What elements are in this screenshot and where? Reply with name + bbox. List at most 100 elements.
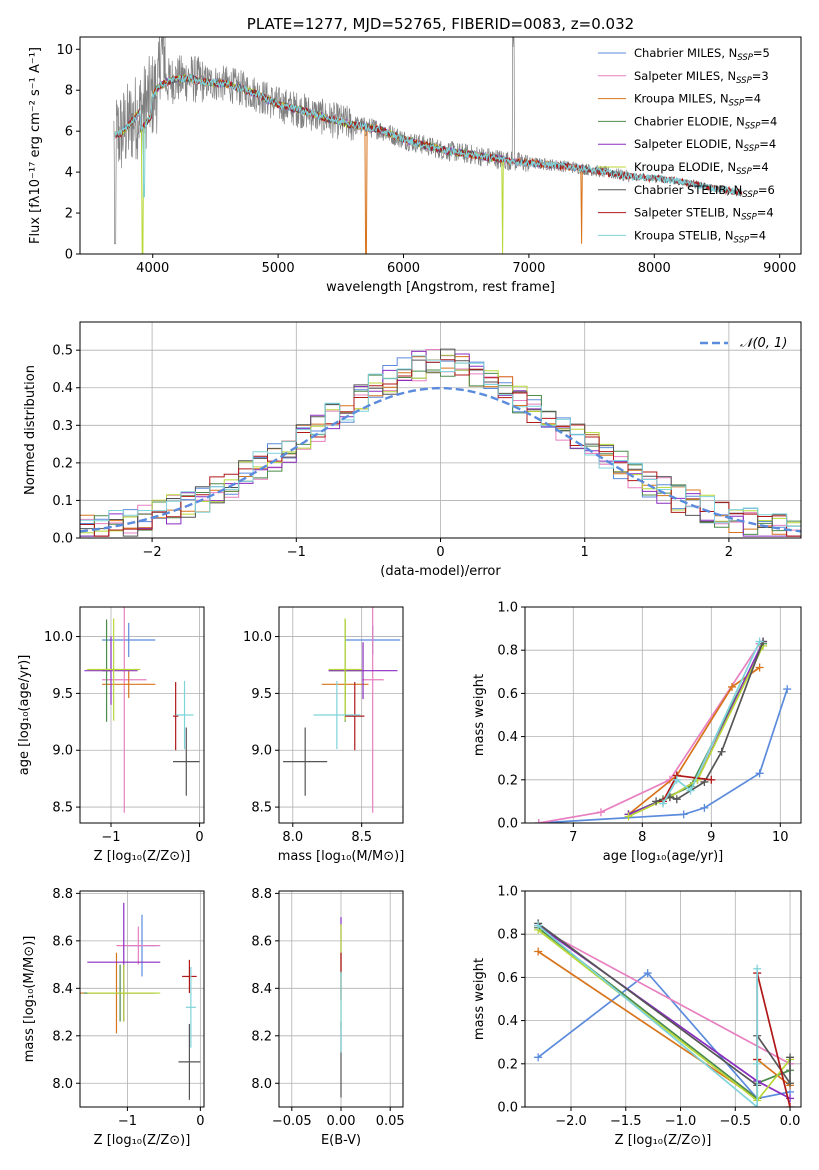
series-marker — [755, 769, 764, 778]
legend-label: Chabrier STELIB, NSSP=6 — [634, 183, 775, 200]
series-path — [537, 924, 759, 1107]
x-tick-label: 7 — [569, 830, 577, 845]
spectrum-plot — [113, 37, 743, 254]
age-vs-mass-axes: 8.0 8.5 8.5 9.0 9.5 10.0 — [243, 607, 403, 845]
x-tick-label: 5000 — [262, 261, 295, 276]
weight-vs-age-ylabel: mass weight — [472, 674, 487, 756]
errorbar-point — [102, 622, 156, 658]
mass-vs-EBV-axes: −0.05 0.00 0.05 8.0 8.2 8.4 8.6 8.8 — [251, 887, 404, 1129]
errorbar-point — [283, 727, 328, 796]
mass-vs-EBV-xlabel: E(B-V) — [321, 1133, 361, 1148]
series-line — [624, 641, 768, 821]
weight-vs-Z-plot — [534, 919, 795, 1107]
y-tick-label: 0 — [65, 248, 73, 263]
series-marker — [753, 964, 762, 973]
series-marker — [672, 795, 681, 804]
model-fit-line — [114, 74, 743, 198]
age-vs-Z-xlabel: Z [log₁₀(Z/Z⊙)] — [94, 849, 191, 864]
x-tick-label: 0.0 — [780, 1114, 801, 1129]
errorbar-point — [185, 966, 196, 1048]
y-tick-label: 0.0 — [497, 1101, 518, 1116]
x-tick-label: 9 — [707, 830, 715, 845]
x-tick-label: 8.0 — [282, 830, 303, 845]
series-marker — [755, 637, 764, 646]
y-tick-label: 0.1 — [52, 494, 73, 509]
y-tick-label: 8.8 — [251, 887, 272, 902]
y-tick-label: 9.5 — [52, 687, 73, 702]
series-marker — [728, 682, 736, 691]
x-tick-label: −1.0 — [665, 1114, 697, 1129]
y-tick-label: 8.2 — [52, 1029, 73, 1044]
mass-vs-Z-xlabel: Z [log₁₀(Z/Z⊙)] — [94, 1133, 191, 1148]
series-marker — [659, 799, 667, 808]
legend-label: Salpeter MILES, NSSP=3 — [634, 69, 769, 86]
series-marker — [783, 685, 792, 694]
x-tick-label: 8.5 — [351, 830, 372, 845]
spectrum-title: PLATE=1277, MJD=52765, FIBERID=0083, z=0… — [247, 15, 634, 33]
errorbar-point — [178, 1023, 201, 1100]
y-tick-label: 0.6 — [497, 971, 518, 986]
series-path — [628, 645, 764, 818]
y-tick-label: 0.2 — [497, 1057, 518, 1072]
series-path — [628, 641, 764, 816]
y-tick-label: 8.4 — [52, 982, 73, 997]
weight-vs-age-axes: 7 8 9 10 0.0 0.2 0.4 0.6 0.8 1.0 — [497, 601, 801, 845]
x-tick-label: −1 — [101, 830, 120, 845]
age-vs-mass-xlabel: mass [log₁₀(M/M⊙)] — [278, 849, 405, 864]
series-marker — [786, 1053, 795, 1062]
series-line — [534, 921, 762, 1107]
errorbar-point — [173, 727, 200, 796]
errorbar-point — [182, 959, 197, 994]
series-marker — [534, 921, 543, 930]
x-tick-label: 0.00 — [327, 1114, 356, 1129]
y-tick-label: 8.4 — [251, 982, 272, 997]
x-tick-label: 1 — [581, 545, 589, 560]
age-vs-Z-axes: −1 0 8.5 9.0 9.5 10.0 — [44, 607, 204, 845]
mass-vs-Z-frame — [79, 890, 205, 1108]
y-tick-label: 0.5 — [52, 344, 73, 359]
x-tick-label: −0.05 — [272, 1114, 312, 1129]
series-marker — [624, 812, 633, 821]
spectrum-frame — [79, 36, 802, 255]
series-line — [659, 637, 764, 808]
weight-vs-age-xlabel: age [log₁₀(age/yr)] — [603, 849, 724, 864]
y-tick-label: 0.4 — [52, 381, 73, 396]
errorbar-point — [328, 642, 398, 700]
y-tick-label: 8 — [65, 84, 73, 99]
series-marker — [534, 819, 543, 823]
x-tick-label: 2 — [725, 545, 733, 560]
age-vs-mass-plot — [283, 607, 401, 813]
y-tick-label: 10 — [56, 43, 73, 58]
errorbar-point — [173, 682, 179, 751]
y-tick-label: 6 — [65, 125, 73, 140]
residuals-frame — [79, 321, 802, 539]
y-tick-label: 0.0 — [497, 817, 518, 832]
weight-vs-Z-xlabel: Z [log₁₀(Z/Z⊙)] — [615, 1133, 712, 1148]
legend-label: Kroupa STELIB, NSSP=4 — [634, 228, 766, 245]
mass-vs-Z-plot — [80, 902, 201, 1100]
series-path — [537, 926, 791, 1065]
x-tick-label: 0 — [436, 545, 444, 560]
weight-vs-age-frame — [524, 606, 802, 824]
errorbar-point — [102, 670, 156, 698]
y-tick-label: 0.6 — [497, 687, 518, 702]
series-marker — [717, 747, 726, 756]
x-tick-label: −1 — [118, 1114, 137, 1129]
model-fit-line — [114, 74, 504, 254]
legend-label: Kroupa MILES, NSSP=4 — [634, 92, 761, 109]
series-marker — [753, 1103, 762, 1107]
y-tick-label: 8.5 — [52, 801, 73, 816]
residuals-plot — [80, 348, 801, 537]
x-tick-label: 8 — [638, 830, 646, 845]
y-tick-label: 1.0 — [497, 601, 518, 616]
y-tick-label: 8.0 — [251, 1077, 272, 1092]
errorbar-point — [87, 618, 141, 721]
y-tick-label: 4 — [65, 166, 73, 181]
mass-vs-Z-axes: −1 0 8.0 8.2 8.4 8.6 8.8 — [52, 887, 204, 1129]
y-tick-label: 0.8 — [497, 928, 518, 943]
y-tick-label: 9.0 — [52, 744, 73, 759]
mass-vs-Z-grid — [80, 891, 204, 1107]
y-tick-label: 0.0 — [52, 532, 73, 547]
x-tick-label: 8000 — [638, 261, 671, 276]
spectrum-legend: Chabrier MILES, NSSP=5 Salpeter MILES, NS… — [598, 46, 777, 245]
